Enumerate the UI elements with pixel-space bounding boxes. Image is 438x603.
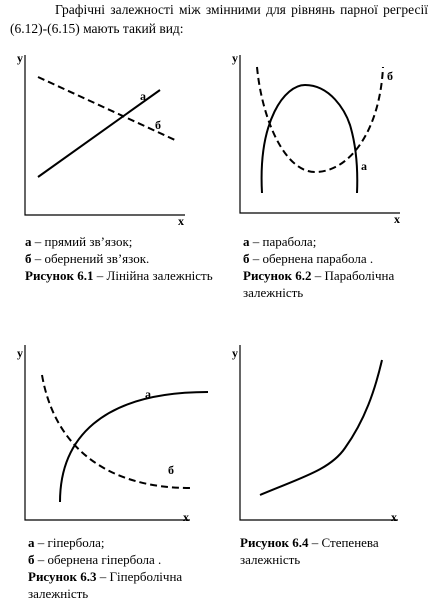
figure-caption: а – парабола; б – обернена парабола . Ри… — [243, 233, 433, 301]
curve-label: б — [155, 118, 161, 132]
caption-label: Рисунок 6.3 — [28, 569, 97, 584]
curve — [256, 66, 384, 174]
legend-letter: а — [25, 234, 32, 249]
curve — [37, 89, 161, 178]
caption-text: – Лінійна залежність — [96, 268, 213, 283]
axes — [24, 345, 190, 521]
legend-text: – парабола; — [252, 234, 317, 249]
curve — [59, 391, 209, 503]
legend-letter: б — [243, 251, 250, 266]
y-label: y — [17, 346, 23, 360]
legend-text: – прямий зв’язок; — [34, 234, 133, 249]
legend-letter: а — [243, 234, 250, 249]
figure-caption: а – прямий зв’язок; б – обернений зв’язо… — [25, 233, 215, 284]
caption-label: Рисунок 6.2 — [243, 268, 312, 283]
y-label: y — [232, 51, 238, 65]
axes — [239, 345, 398, 521]
legend-text: – обернена гіпербола . — [37, 552, 162, 567]
curve — [37, 76, 176, 141]
curve-label: б — [168, 463, 174, 477]
curve — [259, 359, 383, 496]
legend-text: – гіпербола; — [37, 535, 105, 550]
caption-text: – Гіперболічна залежність — [28, 569, 183, 601]
figure-caption: Рисунок 6.4 – Степенева залежність — [240, 534, 420, 568]
legend-text: – обернена парабола . — [252, 251, 374, 266]
intro-text: Графічні залежності між змінними для рів… — [10, 2, 428, 36]
axes — [24, 55, 185, 216]
x-label: x — [394, 212, 400, 226]
caption-label: Рисунок 6.1 — [25, 268, 94, 283]
x-label: x — [391, 510, 397, 524]
legend-text: – обернений зв’язок. — [34, 251, 150, 266]
curve-label: б — [387, 69, 393, 83]
curve — [41, 374, 191, 489]
curve — [260, 83, 359, 194]
axes — [239, 55, 400, 214]
caption-label: Рисунок 6.4 — [240, 535, 309, 550]
caption-text: – Параболічна залежність — [243, 268, 395, 300]
caption-text: – Степенева залежність — [240, 535, 379, 567]
curve-label: а — [361, 159, 367, 173]
figure-caption: а – гіпербола; б – обернена гіпербола . … — [28, 534, 203, 602]
curve-label: а — [140, 89, 146, 103]
legend-letter: б — [28, 552, 35, 567]
legend-letter: б — [25, 251, 32, 266]
curve-label: а — [145, 387, 151, 401]
y-label: y — [232, 346, 238, 360]
y-label: y — [17, 51, 23, 65]
x-label: x — [178, 214, 184, 228]
legend-letter: а — [28, 535, 35, 550]
x-label: x — [183, 510, 189, 524]
